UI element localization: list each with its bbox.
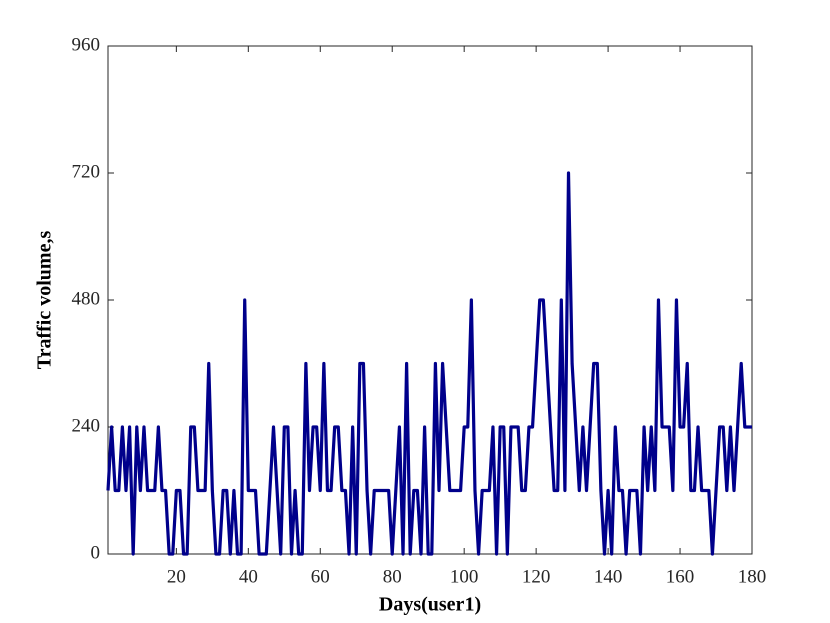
data-line bbox=[106, 171, 752, 556]
y-tick-label: 720 bbox=[72, 161, 101, 182]
y-axis-label: Traffic volume,s bbox=[34, 231, 56, 370]
x-axis-label: Days(user1) bbox=[379, 594, 481, 616]
x-tick-label: 180 bbox=[738, 566, 767, 587]
y-tick-label: 0 bbox=[91, 542, 101, 563]
x-tick-label: 120 bbox=[522, 566, 551, 587]
x-tick-label: 100 bbox=[450, 566, 479, 587]
y-tick-label: 480 bbox=[72, 288, 101, 309]
y-tick-label: 240 bbox=[72, 415, 101, 436]
y-tick-label: 960 bbox=[72, 34, 101, 55]
x-tick-label: 60 bbox=[311, 566, 330, 587]
x-tick-label: 40 bbox=[239, 566, 258, 587]
plot-area bbox=[107, 45, 753, 555]
x-tick-label: 80 bbox=[383, 566, 402, 587]
x-tick-label: 20 bbox=[167, 566, 186, 587]
x-tick-label: 140 bbox=[594, 566, 623, 587]
x-tick-label: 160 bbox=[666, 566, 695, 587]
